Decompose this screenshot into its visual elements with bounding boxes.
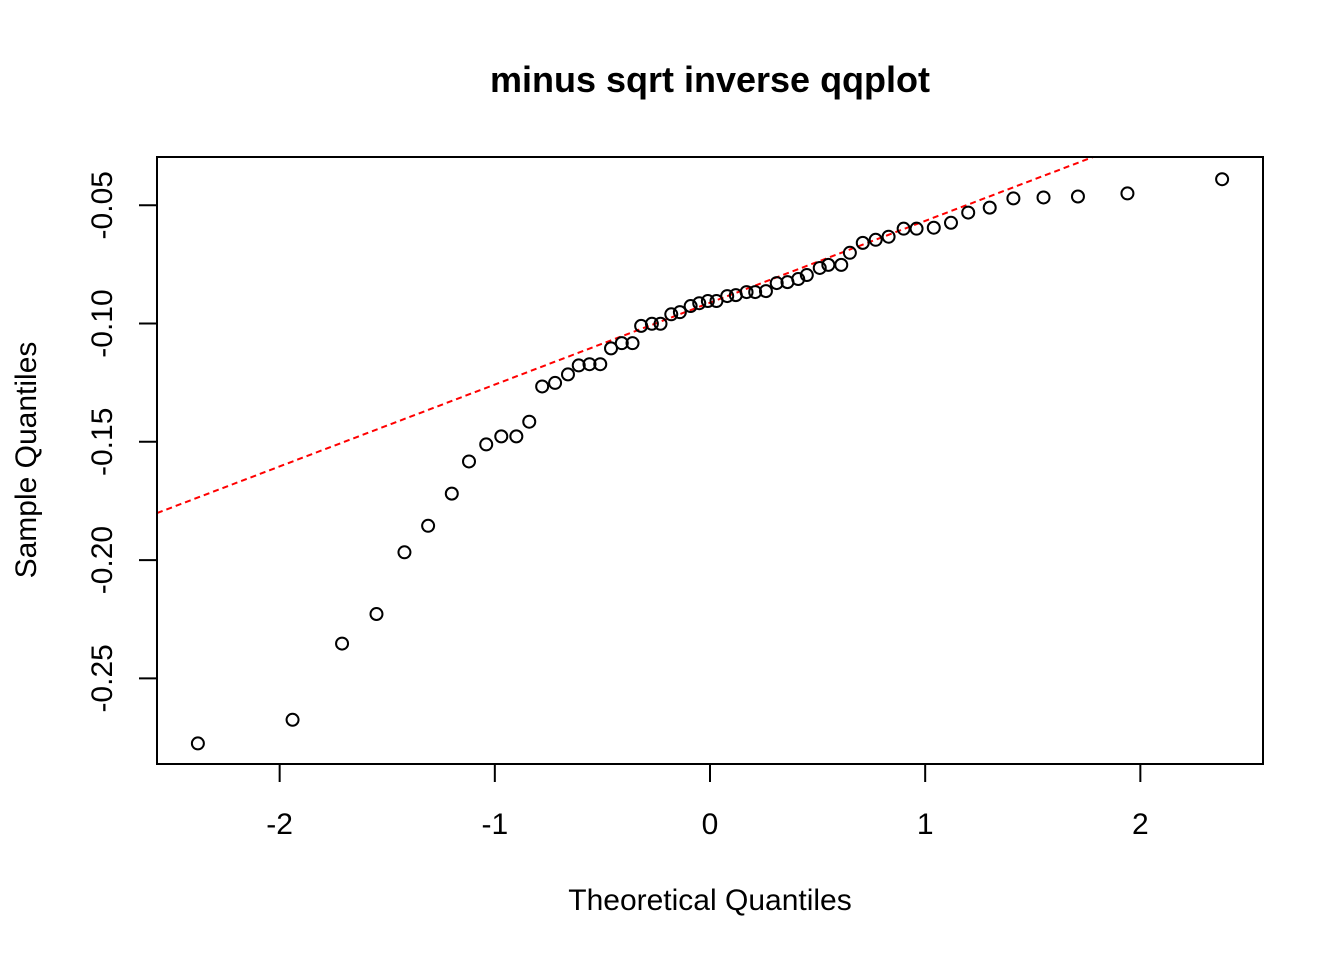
data-point <box>1120 186 1135 201</box>
data-point <box>881 229 896 244</box>
x-axis-label: Theoretical Quantiles <box>568 884 851 917</box>
data-point <box>961 205 976 220</box>
x-tick-label: -2 <box>266 808 293 841</box>
y-tick-label: -0.20 <box>86 526 119 594</box>
data-point <box>285 712 300 727</box>
data-point <box>700 294 715 309</box>
data-point <box>335 636 350 651</box>
y-tick-label: -0.15 <box>86 408 119 476</box>
y-tick-label: -0.25 <box>86 644 119 712</box>
data-point <box>842 245 857 260</box>
data-point <box>812 260 827 275</box>
data-point <box>868 232 883 247</box>
data-point <box>522 414 537 429</box>
data-point <box>1036 190 1051 205</box>
data-point <box>896 221 911 236</box>
data-point <box>664 307 679 322</box>
data-point <box>683 299 698 314</box>
data-point <box>397 545 412 560</box>
data-point <box>644 316 659 331</box>
data-point <box>720 289 735 304</box>
data-point <box>926 220 941 235</box>
data-point <box>582 357 597 372</box>
y-tick-label: -0.05 <box>86 171 119 239</box>
data-point <box>548 375 563 390</box>
data-point <box>653 316 668 331</box>
y-axis-label: Sample Quantiles <box>10 342 43 579</box>
data-point <box>791 272 806 287</box>
data-point <box>834 257 849 272</box>
data-point <box>369 607 384 622</box>
data-point <box>1070 189 1085 204</box>
data-point <box>509 429 524 444</box>
data-points <box>190 172 1230 751</box>
data-point <box>190 736 205 751</box>
data-point <box>1215 172 1230 187</box>
data-point <box>692 296 707 311</box>
data-point <box>462 454 477 469</box>
data-point <box>444 486 459 501</box>
data-point <box>769 276 784 291</box>
data-point <box>494 429 509 444</box>
data-point <box>672 305 687 320</box>
data-point <box>748 285 763 300</box>
data-point <box>1006 191 1021 206</box>
data-point <box>943 215 958 230</box>
data-point <box>614 336 629 351</box>
x-axis: -2 -1 0 1 2 <box>266 764 1149 841</box>
data-point <box>593 357 608 372</box>
data-point <box>758 284 773 299</box>
x-tick-label: 1 <box>917 808 934 841</box>
data-point <box>604 341 619 356</box>
chart-title: minus sqrt inverse qqplot <box>490 59 930 100</box>
y-tick-label: -0.10 <box>86 289 119 357</box>
data-point <box>855 235 870 250</box>
data-point <box>535 379 550 394</box>
data-point <box>982 200 997 215</box>
x-tick-label: 2 <box>1132 808 1149 841</box>
data-point <box>571 358 586 373</box>
y-axis: -0.25 -0.20 -0.15 -0.10 -0.05 <box>86 171 157 713</box>
data-point <box>739 285 754 300</box>
data-point <box>479 437 494 452</box>
x-tick-label: 0 <box>702 808 719 841</box>
data-point <box>625 336 640 351</box>
data-point <box>909 221 924 236</box>
data-point <box>560 367 575 382</box>
data-point <box>421 518 436 533</box>
x-tick-label: -1 <box>481 808 508 841</box>
data-point <box>799 268 814 283</box>
plot-frame <box>156 156 1264 765</box>
